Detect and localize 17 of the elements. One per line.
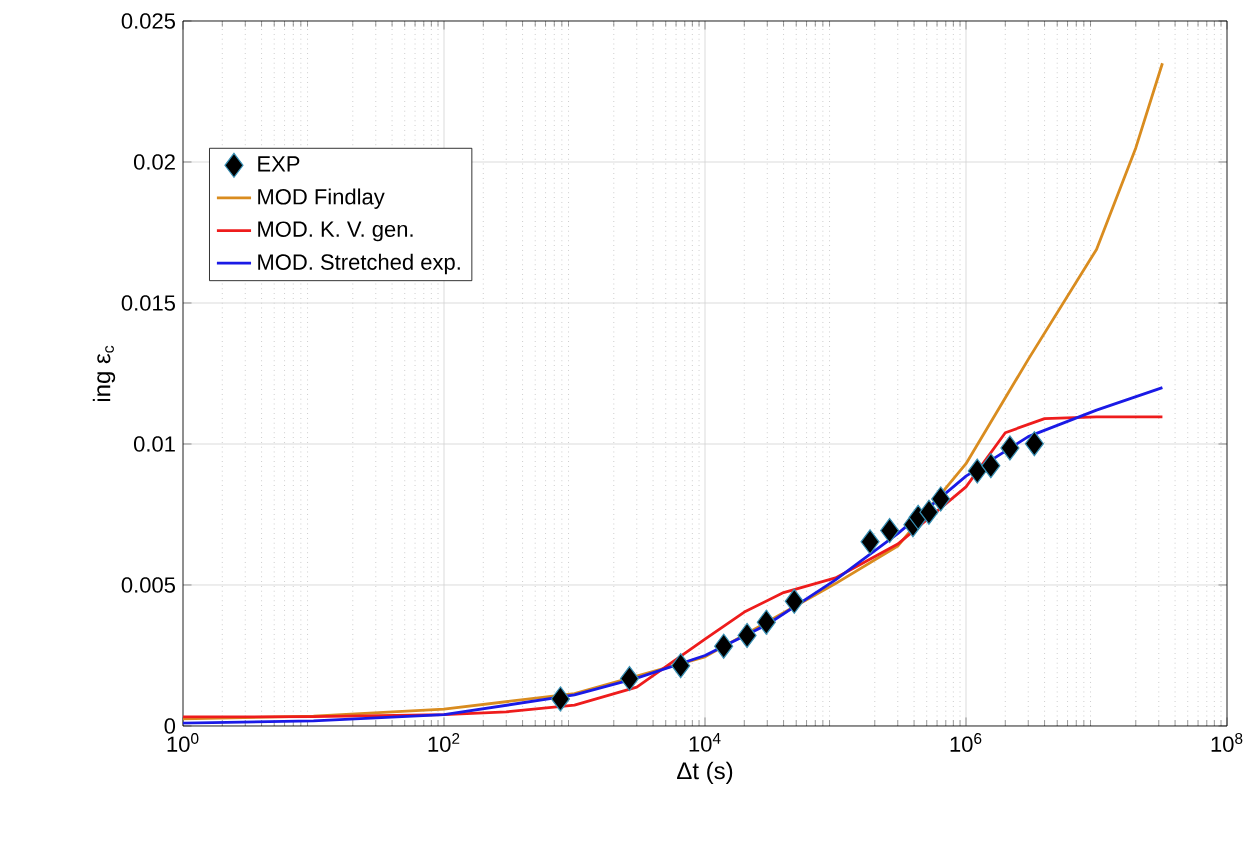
- legend-label: MOD. K. V. gen.: [258, 221, 413, 242]
- legend-label: MOD Findlay: [258, 188, 385, 209]
- x-axis-title: Δt (s): [677, 761, 733, 785]
- legend-label: MOD. Stretched exp.: [258, 253, 460, 275]
- y-tick-label: 0.025: [121, 13, 175, 29]
- y-axis-title: ing ε$_{c}$: [92, 345, 116, 402]
- x-tick-label: 10$^{8}$: [1211, 733, 1243, 752]
- y-tick-label: 0.015: [121, 295, 175, 311]
- y-tick-label: 0.01: [133, 436, 175, 452]
- x-tick-label: 10$^{2}$: [428, 733, 460, 752]
- y-tick-label: 0: [164, 718, 176, 734]
- x-tick-label: 10$^{6}$: [950, 733, 982, 752]
- legend-label: EXP: [258, 156, 300, 172]
- x-tick-label: 10$^{4}$: [689, 733, 721, 752]
- x-tick-label: 10$^{0}$: [167, 733, 199, 752]
- y-tick-label: 0.02: [133, 154, 175, 170]
- y-tick-label: 0.005: [121, 577, 175, 593]
